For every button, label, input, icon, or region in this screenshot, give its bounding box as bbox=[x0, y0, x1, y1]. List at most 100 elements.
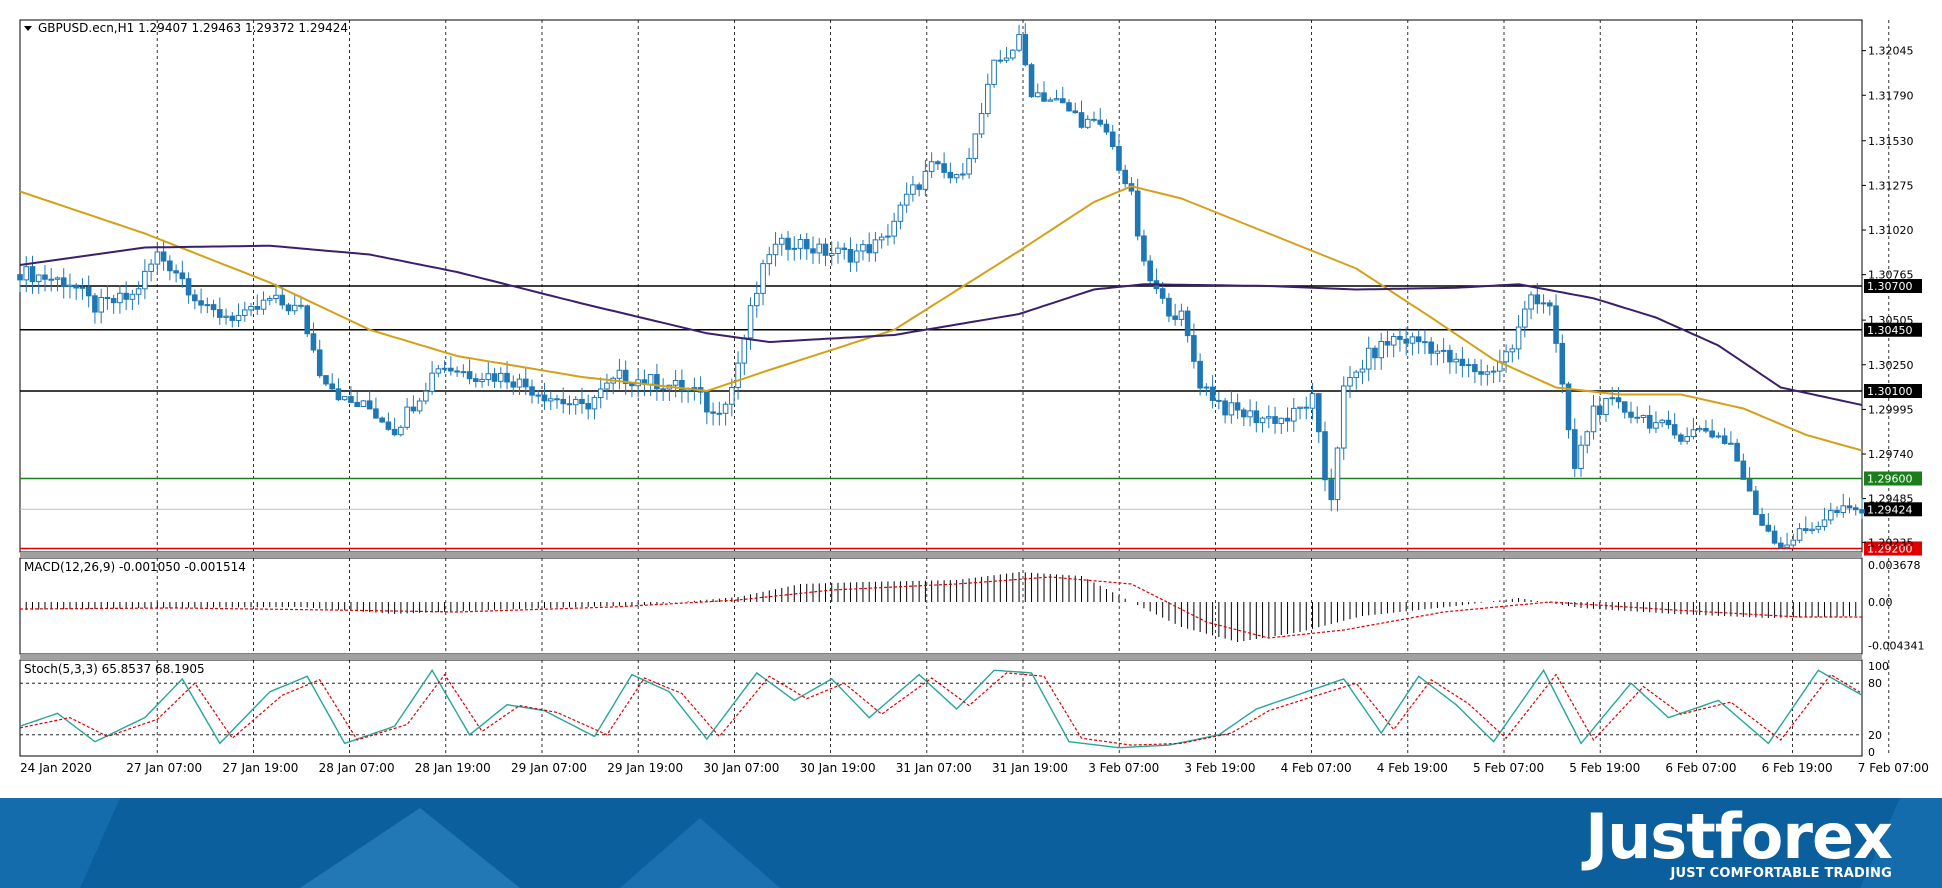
candle-body[interactable] bbox=[1734, 442, 1740, 462]
candle-body[interactable] bbox=[1091, 118, 1097, 121]
candle-body[interactable] bbox=[204, 304, 211, 307]
candle-body[interactable] bbox=[1459, 358, 1466, 367]
candle-body[interactable] bbox=[978, 113, 985, 135]
candle-body[interactable] bbox=[622, 369, 629, 384]
candle-body[interactable] bbox=[560, 398, 567, 405]
candle-body[interactable] bbox=[1709, 430, 1715, 438]
candle-body[interactable] bbox=[716, 412, 723, 415]
candle-body[interactable] bbox=[223, 315, 229, 318]
candle-body[interactable] bbox=[1778, 542, 1784, 548]
candle-body[interactable] bbox=[1415, 336, 1422, 343]
candle-body[interactable] bbox=[29, 266, 36, 283]
candle-body[interactable] bbox=[691, 387, 698, 390]
candle-body[interactable] bbox=[897, 204, 904, 222]
candle-body[interactable] bbox=[1253, 410, 1260, 424]
candle-body[interactable] bbox=[142, 270, 148, 290]
candle-body[interactable] bbox=[217, 309, 223, 318]
candle-body[interactable] bbox=[1434, 350, 1441, 354]
candle-body[interactable] bbox=[460, 371, 467, 374]
candle-body[interactable] bbox=[466, 371, 473, 380]
stoch-pane[interactable] bbox=[19, 659, 1863, 757]
ma-fast-line[interactable] bbox=[19, 185, 1863, 452]
candle-body[interactable] bbox=[1534, 294, 1541, 305]
candle-body[interactable] bbox=[23, 266, 30, 281]
candle-body[interactable] bbox=[129, 293, 136, 300]
candle-body[interactable] bbox=[1284, 417, 1291, 422]
candle-body[interactable] bbox=[991, 59, 997, 85]
candle-body[interactable] bbox=[1484, 371, 1491, 375]
candle-body[interactable] bbox=[1159, 288, 1166, 299]
candle-body[interactable] bbox=[735, 362, 741, 389]
candle-body[interactable] bbox=[616, 369, 623, 379]
candle-body[interactable] bbox=[835, 247, 841, 254]
candle-body[interactable] bbox=[54, 277, 61, 280]
candle-body[interactable] bbox=[1584, 431, 1591, 446]
candle-body[interactable] bbox=[529, 386, 535, 396]
candle-body[interactable] bbox=[117, 292, 123, 304]
candle-body[interactable] bbox=[1472, 364, 1478, 373]
candle-body[interactable] bbox=[816, 243, 823, 254]
candle-body[interactable] bbox=[1678, 434, 1684, 442]
candle-body[interactable] bbox=[416, 400, 423, 412]
candle-body[interactable] bbox=[860, 244, 866, 252]
candle-body[interactable] bbox=[241, 309, 248, 316]
candle-body[interactable] bbox=[298, 304, 304, 307]
candle-body[interactable] bbox=[522, 378, 529, 388]
candle-body[interactable] bbox=[885, 235, 891, 238]
candle-body[interactable] bbox=[1571, 429, 1578, 469]
candle-body[interactable] bbox=[847, 248, 854, 263]
candle-body[interactable] bbox=[398, 426, 404, 436]
candle-body[interactable] bbox=[1103, 123, 1110, 133]
candle-body[interactable] bbox=[1615, 397, 1622, 403]
candle-body[interactable] bbox=[1646, 414, 1653, 429]
candle-body[interactable] bbox=[479, 379, 485, 383]
candle-body[interactable] bbox=[1010, 49, 1016, 59]
candle-body[interactable] bbox=[960, 173, 966, 176]
candle-body[interactable] bbox=[591, 397, 598, 410]
candle-body[interactable] bbox=[922, 170, 929, 190]
candle-body[interactable] bbox=[1540, 302, 1547, 305]
candle-body[interactable] bbox=[1034, 92, 1041, 98]
candle-body[interactable] bbox=[672, 379, 679, 386]
candle-body[interactable] bbox=[941, 163, 947, 173]
candle-body[interactable] bbox=[1359, 368, 1366, 373]
candle-body[interactable] bbox=[1852, 507, 1859, 511]
candle-body[interactable] bbox=[1134, 190, 1141, 237]
candle-body[interactable] bbox=[797, 238, 804, 249]
candle-body[interactable] bbox=[1409, 336, 1416, 344]
candle-body[interactable] bbox=[266, 297, 273, 301]
candle-body[interactable] bbox=[1428, 341, 1434, 354]
candle-body[interactable] bbox=[1022, 34, 1029, 66]
candle-body[interactable] bbox=[841, 247, 848, 250]
candle-body[interactable] bbox=[579, 398, 585, 405]
candle-body[interactable] bbox=[985, 83, 991, 115]
candle-body[interactable] bbox=[1184, 310, 1191, 337]
candle-body[interactable] bbox=[1397, 336, 1403, 340]
candle-body[interactable] bbox=[1372, 347, 1378, 359]
candle-body[interactable] bbox=[366, 400, 373, 410]
candle-body[interactable] bbox=[260, 299, 267, 310]
candle-body[interactable] bbox=[329, 383, 336, 390]
candle-body[interactable] bbox=[1247, 410, 1253, 418]
candle-body[interactable] bbox=[810, 248, 816, 254]
candle-body[interactable] bbox=[791, 247, 798, 250]
candle-body[interactable] bbox=[516, 378, 523, 388]
candle-body[interactable] bbox=[910, 184, 916, 195]
candle-body[interactable] bbox=[1746, 478, 1753, 492]
candle-body[interactable] bbox=[123, 292, 129, 300]
candle-body[interactable] bbox=[772, 243, 779, 256]
candle-body[interactable] bbox=[410, 406, 417, 412]
candle-body[interactable] bbox=[341, 396, 348, 401]
candle-body[interactable] bbox=[1422, 341, 1428, 344]
macd-signal-line[interactable] bbox=[20, 576, 1862, 639]
candle-body[interactable] bbox=[1334, 447, 1341, 501]
candle-body[interactable] bbox=[660, 388, 666, 391]
candle-body[interactable] bbox=[1834, 510, 1840, 513]
candle-body[interactable] bbox=[1172, 315, 1178, 320]
candle-body[interactable] bbox=[67, 284, 73, 287]
candle-body[interactable] bbox=[1765, 524, 1772, 532]
candle-body[interactable] bbox=[1703, 427, 1709, 432]
candle-body[interactable] bbox=[1665, 419, 1672, 426]
pane-separator[interactable] bbox=[20, 552, 1862, 558]
